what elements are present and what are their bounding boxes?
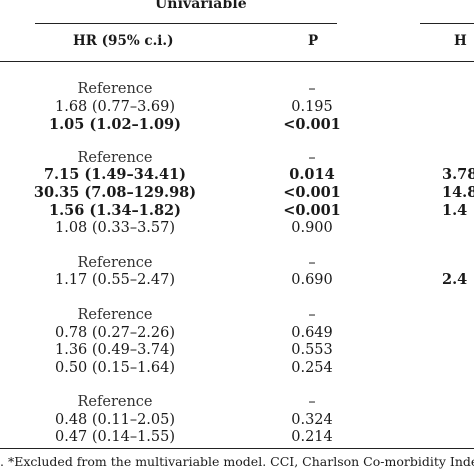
hr-value: 1.68 (0.77–3.69)	[54, 99, 176, 115]
bottom-rule	[0, 448, 474, 449]
hr-value: 0.78 (0.27–2.26)	[54, 325, 176, 341]
p-value: <0.001	[283, 202, 341, 219]
header-rule	[0, 61, 474, 62]
p-value: 0.014	[289, 166, 335, 183]
group-rule	[35, 23, 337, 24]
p-value: 0.214	[291, 429, 333, 445]
column-header-multivariable-partial: H	[454, 33, 467, 49]
p-value: <0.001	[283, 184, 341, 201]
table-cell-multivariable-partial: 3.78	[442, 166, 474, 183]
hr-value: Reference	[77, 255, 153, 271]
p-value: 0.690	[291, 272, 333, 288]
hr-value: Reference	[77, 150, 153, 166]
hr-value: 1.08 (0.33–3.57)	[54, 220, 176, 236]
p-value: –	[308, 81, 316, 97]
group-rule-right	[420, 23, 474, 24]
hr-value: Reference	[77, 394, 153, 410]
table-footnote: . *Excluded from the multivariable model…	[0, 454, 474, 469]
p-value: 0.553	[291, 342, 333, 358]
p-value: –	[308, 394, 316, 410]
hr-value: 1.56 (1.34–1.82)	[49, 202, 181, 219]
column-header-p: P	[308, 33, 319, 49]
hr-value: 7.15 (1.49–34.41)	[43, 166, 187, 183]
hr-value: 0.50 (0.15–1.64)	[54, 360, 176, 376]
univariable-header: Univariable	[155, 0, 247, 12]
table-cell-multivariable-partial: 2.4	[442, 271, 468, 288]
hr-value: 1.05 (1.02–1.09)	[49, 116, 181, 133]
p-value: 0.254	[291, 360, 333, 376]
hr-value: Reference	[77, 307, 153, 323]
hr-value: 0.47 (0.14–1.55)	[54, 429, 176, 445]
hr-value: 0.48 (0.11–2.05)	[54, 412, 176, 428]
column-header-hr: HR (95% c.i.)	[73, 33, 174, 49]
table-cell-multivariable-partial: 14.8	[442, 184, 474, 201]
hr-value: 1.17 (0.55–2.47)	[54, 272, 176, 288]
p-value: 0.324	[291, 412, 333, 428]
hr-value: 1.36 (0.49–3.74)	[54, 342, 176, 358]
p-value: –	[308, 307, 316, 323]
p-value: <0.001	[283, 116, 341, 133]
p-value: 0.900	[291, 220, 333, 236]
hr-value: Reference	[77, 81, 153, 97]
hr-value: 30.35 (7.08–129.98)	[33, 184, 197, 201]
table-cell-multivariable-partial: 1.4	[442, 202, 468, 219]
p-value: 0.649	[291, 325, 333, 341]
p-value: –	[308, 150, 316, 166]
p-value: 0.195	[291, 99, 333, 115]
p-value: –	[308, 255, 316, 271]
